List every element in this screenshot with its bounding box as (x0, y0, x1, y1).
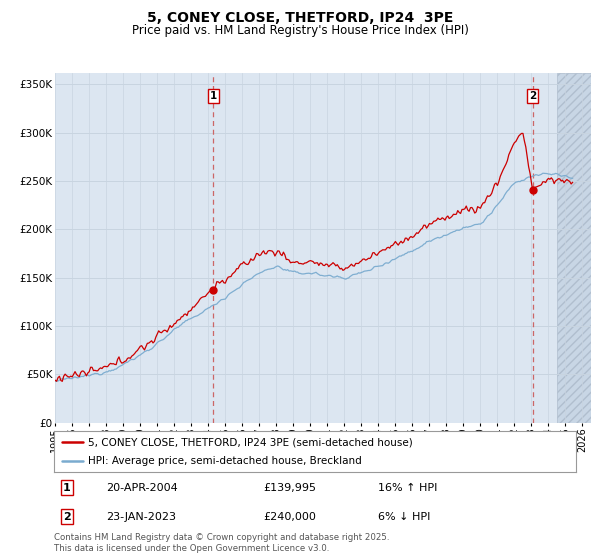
Text: 1: 1 (210, 91, 217, 101)
Text: 6% ↓ HPI: 6% ↓ HPI (377, 512, 430, 522)
Bar (557, 73, 591, 423)
Text: £139,995: £139,995 (263, 483, 316, 493)
Text: 2: 2 (63, 512, 71, 522)
Text: Price paid vs. HM Land Registry's House Price Index (HPI): Price paid vs. HM Land Registry's House … (131, 24, 469, 36)
Text: £240,000: £240,000 (263, 512, 316, 522)
Text: 23-JAN-2023: 23-JAN-2023 (106, 512, 176, 522)
Text: 5, CONEY CLOSE, THETFORD, IP24 3PE (semi-detached house): 5, CONEY CLOSE, THETFORD, IP24 3PE (semi… (88, 437, 413, 447)
Text: 1: 1 (63, 483, 71, 493)
Text: Contains HM Land Registry data © Crown copyright and database right 2025.
This d: Contains HM Land Registry data © Crown c… (54, 533, 389, 553)
Text: 16% ↑ HPI: 16% ↑ HPI (377, 483, 437, 493)
Text: 20-APR-2004: 20-APR-2004 (106, 483, 178, 493)
Text: 2: 2 (529, 91, 536, 101)
Text: HPI: Average price, semi-detached house, Breckland: HPI: Average price, semi-detached house,… (88, 456, 362, 465)
Text: 5, CONEY CLOSE, THETFORD, IP24  3PE: 5, CONEY CLOSE, THETFORD, IP24 3PE (147, 11, 453, 25)
